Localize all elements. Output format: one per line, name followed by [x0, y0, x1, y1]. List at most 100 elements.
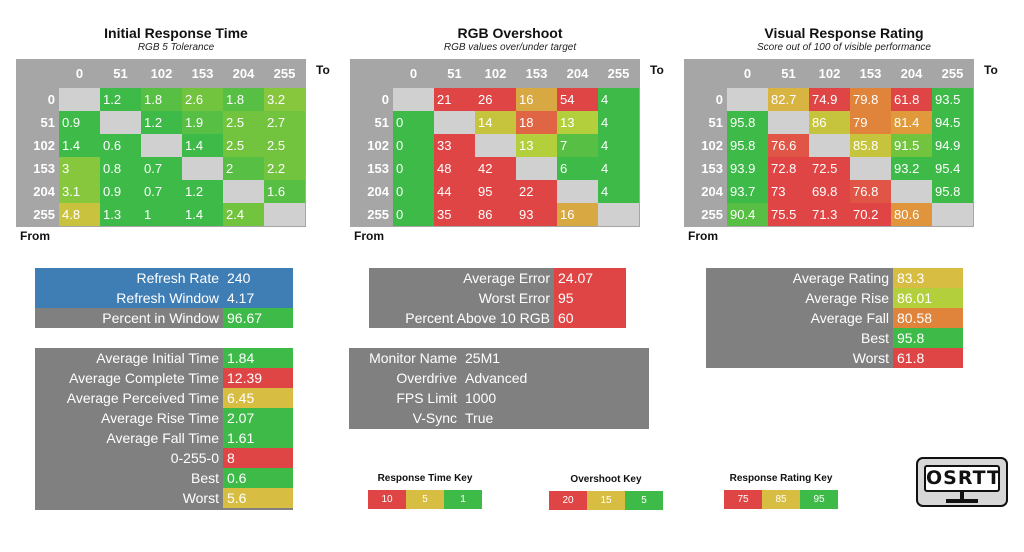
- table-row: FPS Limit 1000: [349, 388, 649, 408]
- heatmap-cell: 7: [557, 134, 598, 157]
- heatmap-cell: 0.9: [100, 180, 141, 203]
- table-row: Average Rating 83.3: [706, 268, 963, 288]
- row-label: Average Error: [463, 270, 550, 286]
- logo-stand: [960, 492, 964, 499]
- heatmap-cell: [850, 157, 891, 180]
- heatmap-cell: 18: [516, 111, 557, 134]
- heatmap-cell: 1: [141, 203, 182, 226]
- heatmap-cell: 4: [598, 111, 639, 134]
- heatmap-subtitle: RGB 5 Tolerance: [137, 42, 215, 53]
- heatmap-cell: 79: [850, 111, 891, 134]
- table-row: Average Fall Time 1.61: [35, 428, 293, 448]
- row-value: 60: [554, 308, 626, 328]
- row-value: 25M1: [461, 348, 649, 368]
- heatmap-cell: 73: [768, 180, 809, 203]
- row-label: FPS Limit: [396, 390, 457, 406]
- heatmap-cell: 1.2: [141, 111, 182, 134]
- row-label: Average Initial Time: [96, 350, 219, 366]
- heatmap-cell: 42: [475, 157, 516, 180]
- table-row: Percent Above 10 RGB 60: [369, 308, 626, 328]
- heatmap-cell: 0.6: [100, 134, 141, 157]
- heatmap-cell: 16: [557, 203, 598, 226]
- heatmap-cell: 81.4: [891, 111, 932, 134]
- error-table: Average Error 24.07 Worst Error 95 Percent A…: [369, 268, 626, 328]
- table-row: Average Perceived Time 6.45: [35, 388, 293, 408]
- key-boxes: 10 5 1: [368, 490, 482, 509]
- from-label: From: [688, 229, 718, 243]
- column-header: 102: [484, 66, 507, 81]
- heatmap-cell: 54: [557, 88, 598, 111]
- row-value: 24.07: [554, 268, 626, 288]
- column-header: 204: [900, 66, 923, 81]
- heatmap-cell: 95.4: [932, 157, 973, 180]
- heatmap-cell: 3.1: [59, 180, 100, 203]
- table-row: Refresh Window 4.17: [35, 288, 293, 308]
- table-row: Percent in Window 96.67: [35, 308, 293, 328]
- heatmap-cell: 4: [598, 134, 639, 157]
- heatmap-cell: 1.9: [182, 111, 223, 134]
- row-value: 0.6: [223, 468, 293, 488]
- heatmap-cell: 69.8: [809, 180, 850, 203]
- heatmap-cell: 2.5: [223, 111, 264, 134]
- heatmap-cell: 35: [434, 203, 475, 226]
- row-label: Worst: [852, 350, 889, 366]
- logo-text: OSRTT: [924, 465, 1000, 492]
- heatmap-cell: 33: [434, 134, 475, 157]
- key-box: 5: [406, 490, 444, 509]
- heatmap-cell: 93.9: [727, 157, 768, 180]
- heatmap-cell: 95.8: [932, 180, 973, 203]
- row-value: 8: [223, 448, 293, 468]
- row-header: 204: [701, 184, 723, 199]
- row-label: Percent in Window: [35, 308, 223, 328]
- heatmap-cell: 86: [475, 203, 516, 226]
- table-row: Average Complete Time 12.39: [35, 368, 293, 388]
- table-row: Average Initial Time 1.84: [35, 348, 293, 368]
- heatmap-cell: 2.5: [223, 134, 264, 157]
- heatmap-cell: [223, 180, 264, 203]
- heatmap-corner: [684, 59, 727, 88]
- row-header: 153: [33, 161, 55, 176]
- heatmap-cell: 1.6: [264, 180, 305, 203]
- heatmap-cell: 94.9: [932, 134, 973, 157]
- row-header: 0: [47, 92, 55, 107]
- heatmap-cell: 1.4: [59, 134, 100, 157]
- heatmap-cell: 1.4: [182, 134, 223, 157]
- row-header: 51: [374, 115, 389, 130]
- key-boxes: 20 15 5: [549, 491, 663, 510]
- table-row: Overdrive Advanced: [349, 368, 649, 388]
- row-label: Percent Above 10 RGB: [405, 310, 550, 326]
- heatmap-cell: 0.7: [141, 180, 182, 203]
- column-header: 51: [113, 66, 128, 81]
- heatmap-cell: [932, 203, 973, 226]
- heatmap-cell: 13: [516, 134, 557, 157]
- from-label: From: [20, 229, 50, 243]
- row-value: Advanced: [461, 368, 649, 388]
- row-value: 95: [554, 288, 626, 308]
- column-header: 0: [409, 66, 418, 81]
- heatmap-cell: 3: [59, 157, 100, 180]
- heatmap-cell: 72.8: [768, 157, 809, 180]
- row-value: 12.39: [223, 368, 293, 388]
- key-box: 10: [368, 490, 406, 509]
- row-value: 2.07: [223, 408, 293, 428]
- row-value: 61.8: [893, 348, 963, 368]
- heatmap-cell: [598, 203, 639, 226]
- heatmap-cell: 0: [393, 180, 434, 203]
- heatmap-cell: [100, 111, 141, 134]
- visual-response-heatmap: Visual Response Rating Score out of 100 …: [684, 25, 1004, 243]
- heatmap-title: Visual Response Rating: [764, 25, 924, 41]
- table-row: Average Error 24.07: [369, 268, 626, 288]
- heatmap-cell: [809, 134, 850, 157]
- row-label: Refresh Rate: [35, 268, 223, 288]
- heatmap-cell: 6: [557, 157, 598, 180]
- row-label: Worst: [182, 490, 219, 506]
- logo-base: [946, 499, 978, 503]
- heatmap-cell: 2.4: [223, 203, 264, 226]
- heatmap-cell: 13: [557, 111, 598, 134]
- column-header: 51: [447, 66, 462, 81]
- row-label: Worst Error: [478, 290, 550, 306]
- row-label: Average Perceived Time: [66, 390, 219, 406]
- heatmap-cell: [393, 88, 434, 111]
- heatmap-cell: 16: [516, 88, 557, 111]
- row-label: Average Fall Time: [106, 430, 219, 446]
